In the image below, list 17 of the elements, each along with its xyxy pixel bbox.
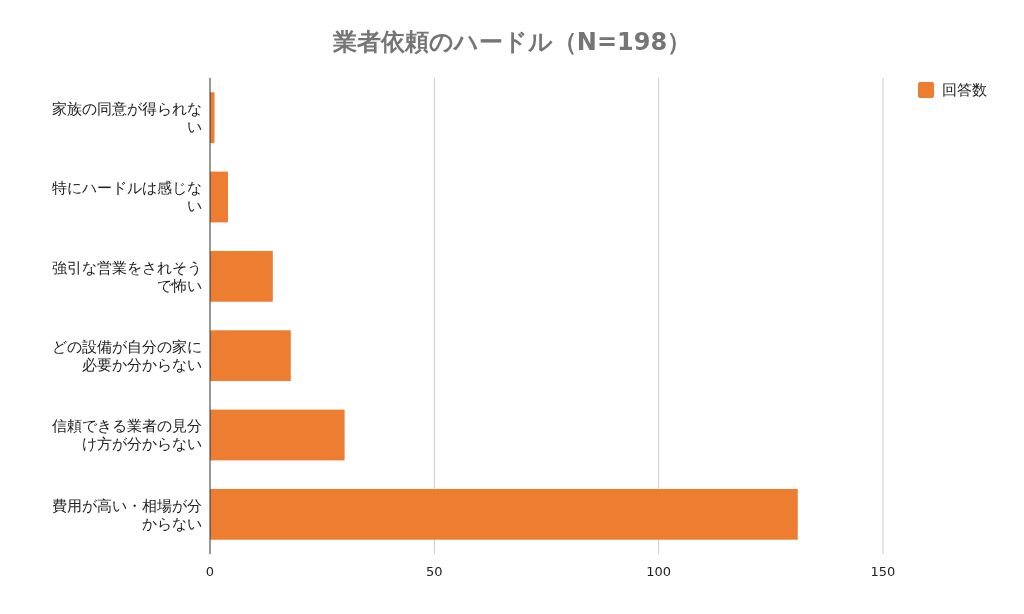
y-tick-label: 信頼できる業者の見分け方が分からない	[52, 417, 202, 454]
x-tick-label: 0	[205, 564, 215, 579]
y-tick-label: 特にハードルは感じない	[52, 179, 202, 216]
legend-label: 回答数	[942, 81, 987, 99]
bar	[210, 250, 273, 302]
bar	[210, 171, 228, 223]
y-tick-label: 費用が高い・相場が分からない	[52, 496, 202, 533]
bar	[210, 409, 345, 461]
bar	[210, 330, 291, 382]
y-tick-label: 強引な営業をされそうで怖い	[52, 258, 202, 295]
chart-title: 業者依頼のハードル（N=198）	[331, 28, 692, 56]
y-tick-label: 家族の同意が得られない	[52, 99, 202, 136]
x-tick-label: 150	[870, 564, 896, 579]
bar	[210, 488, 798, 540]
y-tick-label: どの設備が自分の家に必要か分からない	[52, 337, 202, 374]
x-tick-label: 50	[426, 564, 443, 579]
x-tick-label: 100	[646, 564, 672, 579]
